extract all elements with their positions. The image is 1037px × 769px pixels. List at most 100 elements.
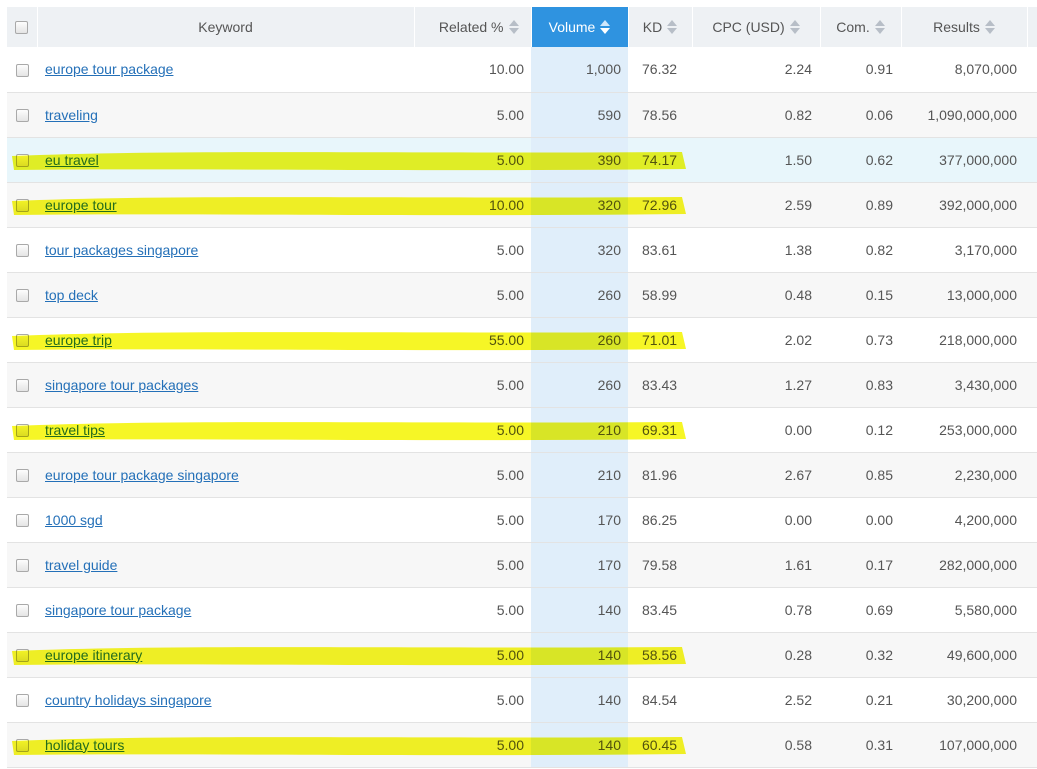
table-row[interactable]: singapore tour package 5.00 140 83.45 0.78 0.…	[7, 587, 1037, 633]
cell-related: 5.00	[414, 137, 531, 183]
column-header-volume[interactable]: Volume	[531, 7, 629, 47]
cell-related: 5.00	[414, 452, 531, 498]
row-checkbox[interactable]	[15, 334, 29, 348]
cell-select	[7, 497, 37, 543]
table-row[interactable]: europe tour package 10.00 1,000 76.32 2.24 0.…	[7, 47, 1037, 93]
table-row[interactable]: europe tour package singapore 5.00 210 81.9…	[7, 452, 1037, 498]
table-row[interactable]: travel guide 5.00 170 79.58 1.61 0.17 282,000,…	[7, 542, 1037, 588]
row-checkbox[interactable]	[15, 199, 29, 213]
cell-cpc: 2.24	[692, 47, 820, 93]
cell-volume: 210	[531, 407, 628, 453]
keyword-link[interactable]: 1000 sgd	[45, 511, 103, 528]
table-row[interactable]: europe tour 10.00 320 72.96 2.59 0.89 392,000,…	[7, 182, 1037, 228]
keyword-link[interactable]: traveling	[45, 106, 98, 123]
cell-spacer	[1027, 677, 1037, 723]
cell-select	[7, 272, 37, 318]
cell-volume: 260	[531, 317, 628, 363]
keyword-link[interactable]: europe itinerary	[45, 646, 143, 663]
cell-select	[7, 542, 37, 588]
row-checkbox[interactable]	[15, 64, 29, 78]
cell-related: 5.00	[414, 92, 531, 138]
table-row[interactable]: tour packages singapore 5.00 320 83.61 1.38 0…	[7, 227, 1037, 273]
cell-results: 4,200,000	[901, 497, 1027, 543]
keyword-link[interactable]: travel guide	[45, 556, 118, 573]
row-checkbox[interactable]	[15, 694, 29, 708]
table-row[interactable]: travel tips 5.00 210 69.31 0.00 0.12 253,000,0…	[7, 407, 1037, 453]
sort-icon	[508, 20, 519, 34]
column-header-cpc[interactable]: CPC (USD)	[692, 7, 821, 47]
keyword-link[interactable]: singapore tour package	[45, 601, 192, 618]
cell-results: 392,000,000	[901, 182, 1027, 228]
cell-volume: 170	[531, 497, 628, 543]
cell-results: 5,580,000	[901, 587, 1027, 633]
column-header-keyword[interactable]: Keyword	[37, 7, 415, 47]
column-header-com[interactable]: Com.	[820, 7, 902, 47]
table-row[interactable]: holiday tours 5.00 140 60.45 0.58 0.31 107,000…	[7, 722, 1037, 768]
cell-keyword: europe itinerary	[37, 632, 414, 678]
cell-keyword: travel guide	[37, 542, 414, 588]
keyword-link[interactable]: europe tour	[45, 196, 117, 213]
cell-keyword: eu travel	[37, 137, 414, 183]
cell-select	[7, 407, 37, 453]
keyword-link[interactable]: tour packages singapore	[45, 241, 199, 258]
cell-kd: 72.96	[628, 182, 692, 228]
cell-related: 5.00	[414, 677, 531, 723]
table-row[interactable]: 1000 sgd 5.00 170 86.25 0.00 0.00 4,200,000	[7, 497, 1037, 543]
cell-kd: 79.58	[628, 542, 692, 588]
cell-com: 0.06	[820, 92, 901, 138]
table-row[interactable]: singapore tour packages 5.00 260 83.43 1.27 0…	[7, 362, 1037, 408]
row-checkbox[interactable]	[15, 559, 29, 573]
cell-results: 30,200,000	[901, 677, 1027, 723]
cell-volume: 260	[531, 362, 628, 408]
cell-related: 5.00	[414, 407, 531, 453]
row-checkbox[interactable]	[15, 649, 29, 663]
keyword-link[interactable]: singapore tour packages	[45, 376, 199, 393]
keyword-link[interactable]: europe trip	[45, 331, 112, 348]
row-checkbox[interactable]	[15, 424, 29, 438]
cell-select	[7, 677, 37, 723]
cell-cpc: 0.58	[692, 722, 820, 768]
cell-select	[7, 47, 37, 93]
row-checkbox[interactable]	[15, 244, 29, 258]
cell-results: 49,600,000	[901, 632, 1027, 678]
keyword-link[interactable]: holiday tours	[45, 736, 125, 753]
table-row[interactable]: country holidays singapore 5.00 140 84.54 2.…	[7, 677, 1037, 723]
row-checkbox[interactable]	[15, 739, 29, 753]
row-checkbox[interactable]	[15, 469, 29, 483]
cell-com: 0.31	[820, 722, 901, 768]
select-all-header	[7, 7, 38, 47]
table-row[interactable]: top deck 5.00 260 58.99 0.48 0.15 13,000,000	[7, 272, 1037, 318]
table-row[interactable]: europe itinerary 5.00 140 58.56 0.28 0.32 49,6…	[7, 632, 1037, 678]
cell-select	[7, 587, 37, 633]
row-checkbox[interactable]	[15, 154, 29, 168]
cell-spacer	[1027, 722, 1037, 768]
row-checkbox[interactable]	[15, 514, 29, 528]
cell-select	[7, 227, 37, 273]
cell-kd: 76.32	[628, 47, 692, 93]
row-checkbox[interactable]	[15, 289, 29, 303]
row-checkbox[interactable]	[15, 379, 29, 393]
keyword-link[interactable]: eu travel	[45, 151, 99, 168]
table-row[interactable]: europe trip 55.00 260 71.01 2.02 0.73 218,000,…	[7, 317, 1037, 363]
cell-spacer	[1027, 272, 1037, 318]
row-checkbox[interactable]	[15, 604, 29, 618]
cell-cpc: 1.38	[692, 227, 820, 273]
row-checkbox[interactable]	[15, 109, 29, 123]
keyword-link[interactable]: europe tour package	[45, 61, 174, 78]
cell-related: 5.00	[414, 632, 531, 678]
keyword-link[interactable]: travel tips	[45, 421, 105, 438]
keyword-link[interactable]: top deck	[45, 286, 98, 303]
column-header-related[interactable]: Related %	[414, 7, 532, 47]
keyword-link[interactable]: country holidays singapore	[45, 691, 212, 708]
cell-com: 0.32	[820, 632, 901, 678]
table-row[interactable]: traveling 5.00 590 78.56 0.82 0.06 1,090,000,0…	[7, 92, 1037, 138]
cell-keyword: traveling	[37, 92, 414, 138]
keyword-link[interactable]: europe tour package singapore	[45, 466, 239, 483]
table-row[interactable]: eu travel 5.00 390 74.17 1.50 0.62 377,000,000	[7, 137, 1037, 183]
cell-kd: 83.45	[628, 587, 692, 633]
column-header-kd[interactable]: KD	[628, 7, 693, 47]
cell-results: 2,230,000	[901, 452, 1027, 498]
cell-com: 0.15	[820, 272, 901, 318]
select-all-checkbox[interactable]	[15, 20, 29, 34]
column-header-results[interactable]: Results	[901, 7, 1028, 47]
